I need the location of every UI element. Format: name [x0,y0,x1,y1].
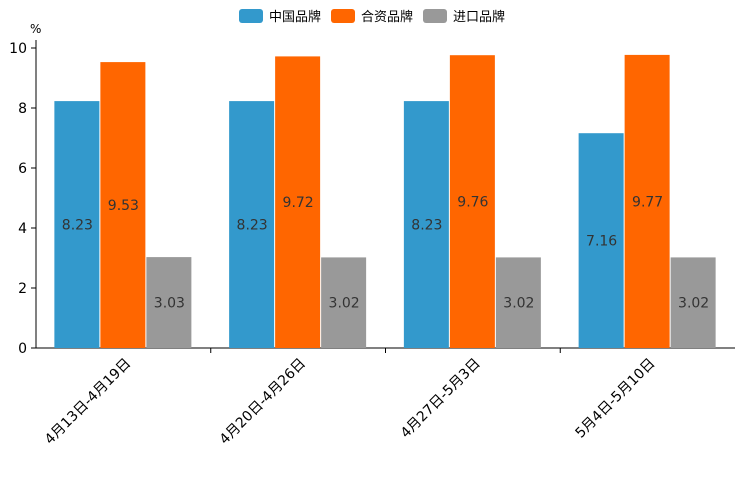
x-tick-label: 4月13日-4月19日 [42,356,134,448]
legend-swatch [423,9,447,23]
bar [578,133,624,348]
bar [54,101,100,348]
legend-label: 合资品牌 [361,9,413,25]
bar-data-label: 9.53 [108,198,139,214]
y-tick-label: 0 [18,341,27,357]
y-tick-label: 8 [18,101,27,117]
y-axis-unit-label: % [30,22,41,36]
legend-swatch [331,9,355,23]
bar-data-label: 3.02 [678,296,709,312]
y-tick-label: 6 [18,161,27,177]
y-tick-label: 2 [18,281,27,297]
bar [100,62,146,348]
y-axis: 0 2 4 6 8 10 [9,40,37,357]
bar [229,101,275,348]
bar [624,54,670,349]
y-tick-label: 4 [18,221,27,237]
bar-data-label: 8.23 [411,218,442,234]
legend-item[interactable]: 合资品牌 [331,9,413,25]
x-tick-label: 4月20日-4月26日 [217,356,309,448]
legend-swatch [239,9,263,23]
legend-label: 中国品牌 [269,9,321,25]
bar [275,56,321,349]
bar [403,101,449,348]
bar [146,257,192,348]
bar-data-label: 9.76 [457,195,488,211]
bar-labels: 8.23 8.23 8.23 7.16 9.53 9.72 9.76 9.77 3.03 3.02… [62,194,709,311]
bar-data-label: 7.16 [586,234,617,250]
x-tick-label: 5月4日-5月10日 [572,356,658,442]
legend: 中国品牌 合资品牌 进口品牌 [239,9,505,25]
bar-data-label: 3.03 [154,296,185,312]
bar [495,257,541,348]
bar-data-label: 3.02 [503,296,534,312]
legend-item[interactable]: 中国品牌 [239,9,321,25]
legend-item[interactable]: 进口品牌 [423,9,505,25]
bar [670,257,716,348]
bar-data-label: 8.23 [237,218,268,234]
bar [321,257,367,348]
legend-label: 进口品牌 [453,9,505,25]
bar-data-label: 8.23 [62,218,93,234]
bar-data-label: 9.72 [283,195,314,211]
bar-data-label: 9.77 [632,194,663,210]
bar [449,55,495,348]
bar-data-label: 3.02 [329,296,360,312]
bars [54,54,716,349]
x-tick-label: 4月27日-5月3日 [398,356,484,442]
x-axis: 4月13日-4月19日 4月20日-4月26日 4月27日-5月3日 5月4日-5月1… [36,347,735,448]
y-tick-label: 10 [9,41,27,57]
